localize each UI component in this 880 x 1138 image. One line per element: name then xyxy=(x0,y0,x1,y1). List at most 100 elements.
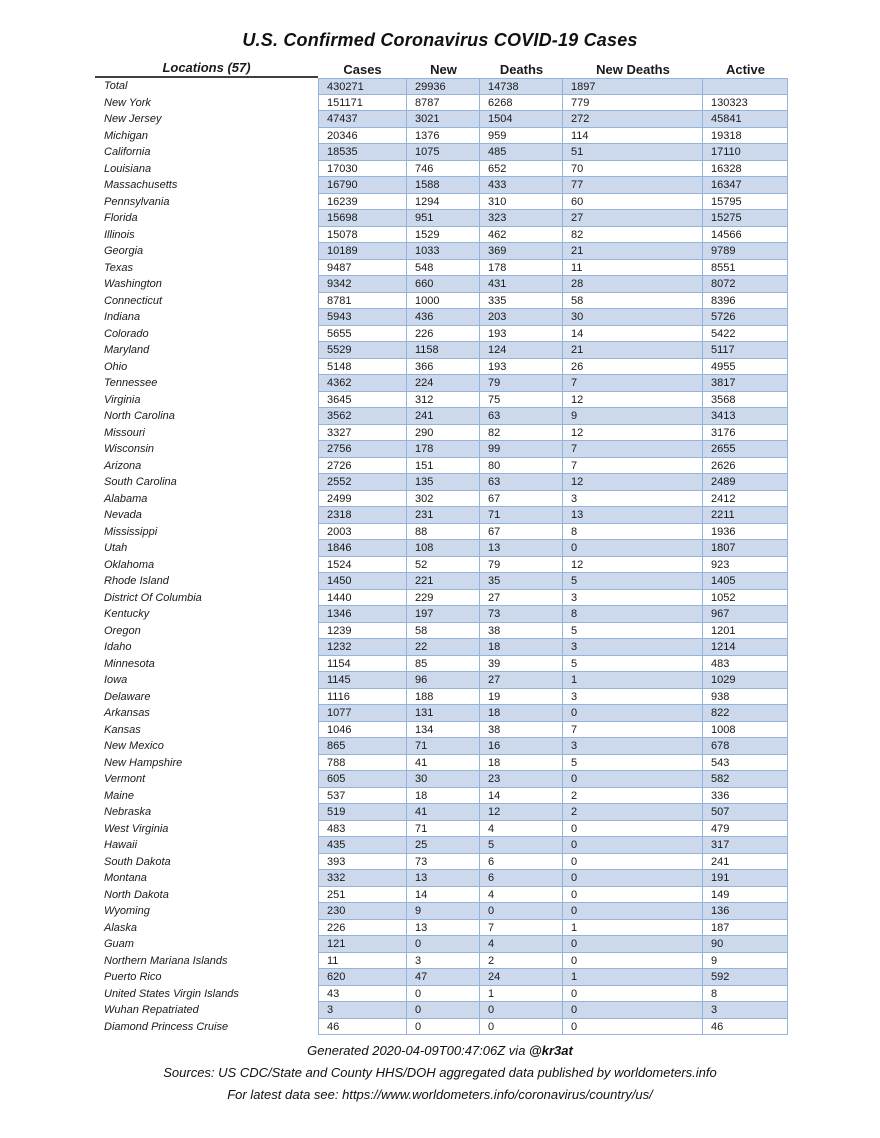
value-cell: 51 xyxy=(563,144,703,161)
value-cell: 323 xyxy=(480,210,563,227)
location-cell: West Virginia xyxy=(104,822,169,835)
value-cell: 0 xyxy=(407,985,480,1002)
table-row: Mississippi 2003 88 67 8 1936 xyxy=(95,523,788,540)
table-row: Vermont 605 30 23 0 582 xyxy=(95,771,788,788)
value-cell: 8 xyxy=(703,985,788,1002)
value-cell: 230 xyxy=(318,903,407,920)
table-header-row: Locations (57) Cases New Deaths New Deat… xyxy=(95,59,788,78)
value-cell: 779 xyxy=(563,94,703,111)
value-cell: 8 xyxy=(563,523,703,540)
table-row: Oklahoma 1524 52 79 12 923 xyxy=(95,556,788,573)
value-cell: 462 xyxy=(480,226,563,243)
value-cell: 14566 xyxy=(703,226,788,243)
value-cell: 0 xyxy=(480,1002,563,1019)
value-cell: 3 xyxy=(703,1002,788,1019)
table-row: Wyoming 230 9 0 0 136 xyxy=(95,903,788,920)
value-cell: 0 xyxy=(407,936,480,953)
location-cell: Rhode Island xyxy=(104,575,169,587)
value-cell: 135 xyxy=(407,474,480,491)
location-cell: Maine xyxy=(104,789,134,802)
value-cell: 82 xyxy=(480,424,563,441)
location-cell: Total xyxy=(104,80,128,92)
value-cell: 0 xyxy=(480,1018,563,1035)
value-cell: 0 xyxy=(563,952,703,969)
value-cell: 2318 xyxy=(318,507,407,524)
value-cell: 620 xyxy=(318,969,407,986)
value-cell: 302 xyxy=(407,490,480,507)
value-cell: 27 xyxy=(480,589,563,606)
value-cell: 9 xyxy=(407,903,480,920)
value-cell: 3021 xyxy=(407,111,480,128)
table-row: Missouri 3327 290 82 12 3176 xyxy=(95,424,788,441)
value-cell: 1239 xyxy=(318,622,407,639)
location-cell: Indiana xyxy=(104,311,141,323)
value-cell: 63 xyxy=(480,408,563,425)
value-cell: 229 xyxy=(407,589,480,606)
value-cell: 5148 xyxy=(318,358,407,375)
table-row: Northern Mariana Islands 11 3 2 0 9 xyxy=(95,952,788,969)
col-header-cases: Cases xyxy=(343,62,382,77)
location-cell: Michigan xyxy=(104,129,149,142)
value-cell: 71 xyxy=(480,507,563,524)
value-cell: 134 xyxy=(407,721,480,738)
value-cell: 3 xyxy=(407,952,480,969)
value-cell: 4 xyxy=(480,820,563,837)
value-cell: 251 xyxy=(318,886,407,903)
table-row: Massachusetts 16790 1588 433 77 16347 xyxy=(95,177,788,194)
value-cell: 0 xyxy=(563,1018,703,1035)
table-row: Rhode Island 1450 221 35 5 1405 xyxy=(95,573,788,590)
location-cell: Louisiana xyxy=(104,162,152,175)
value-cell: 16790 xyxy=(318,177,407,194)
table-row: New Jersey 47437 3021 1504 272 45841 xyxy=(95,111,788,128)
value-cell: 58 xyxy=(563,292,703,309)
table-row: Texas 9487 548 178 11 8551 xyxy=(95,259,788,276)
value-cell: 151 xyxy=(407,457,480,474)
value-cell: 13 xyxy=(407,919,480,936)
value-cell: 7 xyxy=(563,441,703,458)
table-row: Delaware 1116 188 19 3 938 xyxy=(95,688,788,705)
value-cell: 652 xyxy=(480,160,563,177)
location-cell: Ohio xyxy=(104,360,128,373)
location-cell: Maryland xyxy=(104,344,150,356)
location-cell: United States Virgin Islands xyxy=(104,987,239,1000)
value-cell: 290 xyxy=(407,424,480,441)
value-cell: 1376 xyxy=(407,127,480,144)
value-cell: 1405 xyxy=(703,573,788,590)
table-row: Alaska 226 13 7 1 187 xyxy=(95,919,788,936)
value-cell: 15078 xyxy=(318,226,407,243)
value-cell: 12 xyxy=(563,556,703,573)
value-cell: 1214 xyxy=(703,639,788,656)
value-cell: 366 xyxy=(407,358,480,375)
value-cell: 5422 xyxy=(703,325,788,342)
value-cell: 1529 xyxy=(407,226,480,243)
value-cell: 5529 xyxy=(318,342,407,359)
value-cell: 82 xyxy=(563,226,703,243)
col-header-new-deaths: New Deaths xyxy=(596,62,670,77)
value-cell: 178 xyxy=(407,441,480,458)
value-cell: 58 xyxy=(407,622,480,639)
value-cell: 27 xyxy=(480,672,563,689)
value-cell: 335 xyxy=(480,292,563,309)
value-cell: 548 xyxy=(407,259,480,276)
value-cell: 46 xyxy=(318,1018,407,1035)
table-row: Nevada 2318 231 71 13 2211 xyxy=(95,507,788,524)
value-cell: 8551 xyxy=(703,259,788,276)
value-cell: 30 xyxy=(563,309,703,326)
table-row: Pennsylvania 16239 1294 310 60 15795 xyxy=(95,193,788,210)
value-cell: 0 xyxy=(563,903,703,920)
value-cell: 8787 xyxy=(407,94,480,111)
location-cell: Northern Mariana Islands xyxy=(104,954,228,967)
col-header-deaths: Deaths xyxy=(499,62,544,77)
value-cell: 45841 xyxy=(703,111,788,128)
value-cell: 1 xyxy=(480,985,563,1002)
location-cell: Oregon xyxy=(104,624,141,637)
table-row: Kentucky 1346 197 73 8 967 xyxy=(95,606,788,623)
table-row: North Carolina 3562 241 63 9 3413 xyxy=(95,408,788,425)
latest-data-line: For latest data see: https://www.worldom… xyxy=(227,1087,653,1102)
value-cell: 14 xyxy=(407,886,480,903)
value-cell: 3 xyxy=(563,589,703,606)
value-cell: 11 xyxy=(563,259,703,276)
value-cell: 73 xyxy=(407,853,480,870)
location-cell: Mississippi xyxy=(104,525,158,538)
value-cell: 47 xyxy=(407,969,480,986)
